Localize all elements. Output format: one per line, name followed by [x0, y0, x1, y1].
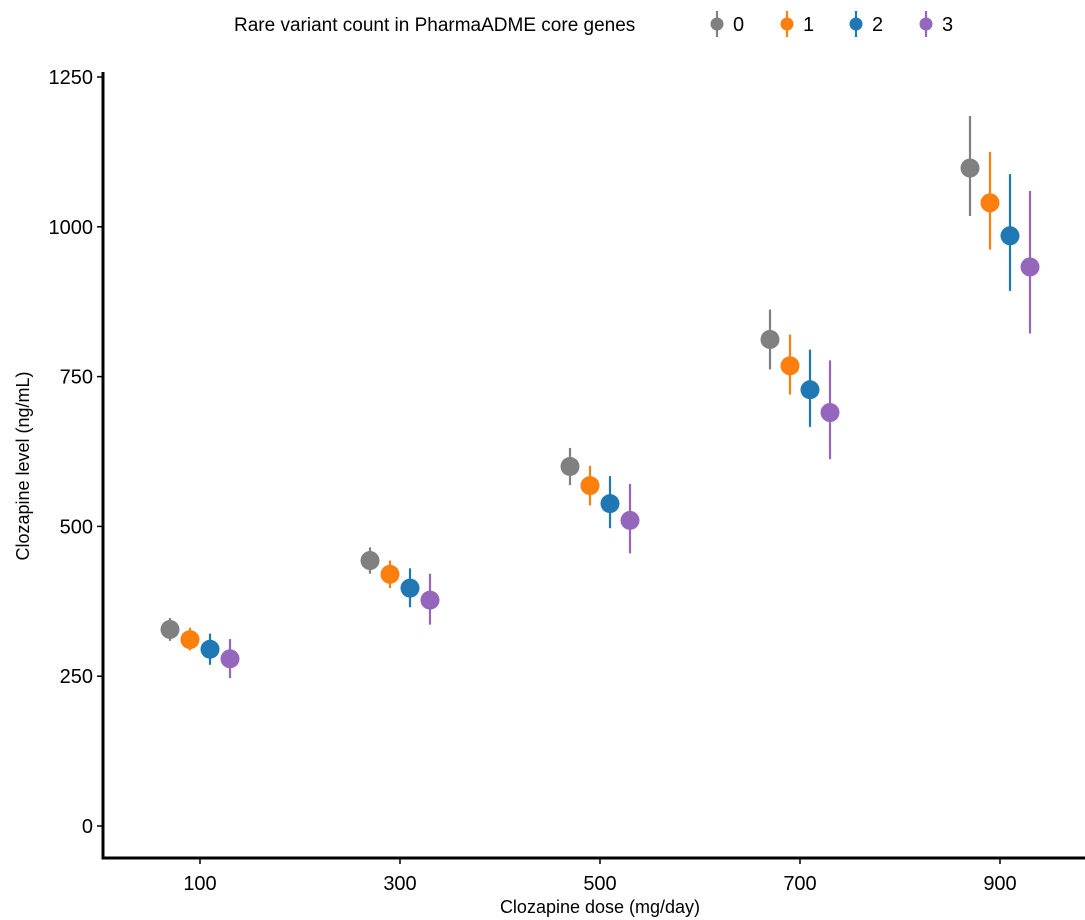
data-point [160, 619, 180, 639]
y-tick-label: 1250 [49, 67, 94, 89]
y-tick-label: 1000 [49, 217, 94, 239]
legend-key-point [919, 17, 933, 31]
data-point [980, 193, 1000, 213]
series-2 [200, 174, 1020, 665]
data-point [600, 494, 620, 514]
y-tick-label: 750 [60, 367, 93, 389]
x-tick-label: 700 [783, 873, 816, 895]
data-point [200, 639, 220, 659]
x-tick-label: 100 [183, 873, 216, 895]
data-point [760, 329, 780, 349]
data-point [380, 564, 400, 584]
legend-title: Rare variant count in PharmaADME core ge… [234, 15, 635, 36]
data-point [820, 403, 840, 423]
data-point [560, 456, 580, 476]
data-point [800, 380, 820, 400]
legend-item-1: 1 [780, 11, 814, 37]
x-tick-label: 900 [983, 873, 1016, 895]
legend-label: 0 [733, 14, 744, 36]
x-axis-title: Clozapine dose (mg/day) [500, 897, 700, 917]
data-point [1000, 226, 1020, 246]
y-axis-title: Clozapine level (ng/mL) [13, 371, 33, 560]
legend-key-point [780, 17, 794, 31]
series-3 [220, 190, 1040, 678]
data-point [960, 158, 980, 178]
y-tick-label: 0 [82, 816, 93, 838]
data-point [580, 476, 600, 496]
data-point [360, 551, 380, 571]
legend-label: 1 [803, 14, 814, 36]
data-point [1020, 257, 1040, 277]
data-point [400, 578, 420, 598]
data-point [420, 590, 440, 610]
x-tick-label: 500 [583, 873, 616, 895]
data-point [780, 356, 800, 376]
x-tick-label: 300 [383, 873, 416, 895]
y-tick-label: 500 [60, 516, 93, 538]
y-tick-label: 250 [60, 666, 93, 688]
series-1 [180, 151, 1000, 651]
data-point [220, 649, 240, 669]
legend-item-2: 2 [849, 11, 883, 37]
legend-key-point [849, 17, 863, 31]
data-point [180, 630, 200, 650]
marks [160, 115, 1040, 678]
legend-label: 2 [872, 14, 883, 36]
data-point [620, 510, 640, 530]
legend-item-3: 3 [919, 11, 953, 37]
legend-key-point [710, 17, 724, 31]
legend: Rare variant count in PharmaADME core ge… [234, 11, 953, 37]
legend-label: 3 [942, 14, 953, 36]
legend-item-0: 0 [710, 11, 744, 37]
series-0 [160, 115, 980, 641]
axes: 0 250 500 750 1000 1250 100 300 500 700 900 [49, 67, 1085, 895]
